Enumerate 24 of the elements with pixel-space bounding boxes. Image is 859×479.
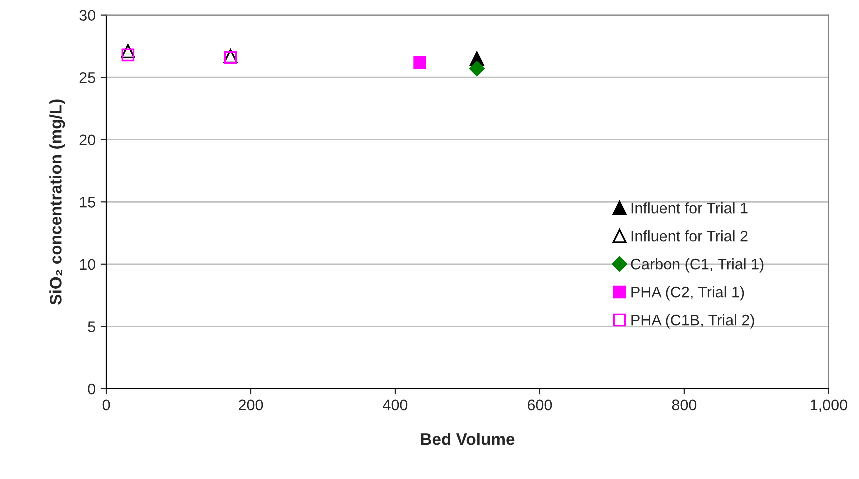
y-tick-label: 30	[80, 10, 96, 22]
y-tick-label: 10	[80, 259, 96, 270]
y-tick-label: 25	[80, 72, 96, 84]
point	[469, 61, 485, 77]
x-tick-label: 800	[672, 400, 697, 411]
x-axis-title: Bed Volume	[421, 433, 515, 446]
x-tick-label: 200	[239, 400, 264, 411]
point	[121, 44, 136, 59]
y-tick-label: 0	[88, 384, 96, 395]
point	[414, 56, 426, 70]
legend-label: PHA (C2, Trial 1)	[632, 286, 744, 301]
y-tick-label: 5	[88, 322, 96, 332]
y-tick-label: 20	[80, 134, 96, 146]
x-tick-label: 1,000	[810, 400, 848, 412]
x-tick-label: 400	[383, 400, 408, 411]
legend-label: PHA (C1B, Trial 2)	[632, 314, 754, 329]
x-tick-label: 600	[528, 400, 552, 411]
point	[122, 48, 135, 62]
legend-label: Carbon (C1, Trial 1)	[631, 258, 764, 273]
legend-label: Influent for Trial 2	[632, 230, 748, 242]
x-tick-label: 0	[102, 400, 110, 411]
legend-label: Influent for Trial 1	[632, 202, 748, 214]
y-tick-label: 15	[80, 197, 96, 208]
y-axis-title: SiO₂ concentration (mg/L)	[50, 100, 66, 305]
